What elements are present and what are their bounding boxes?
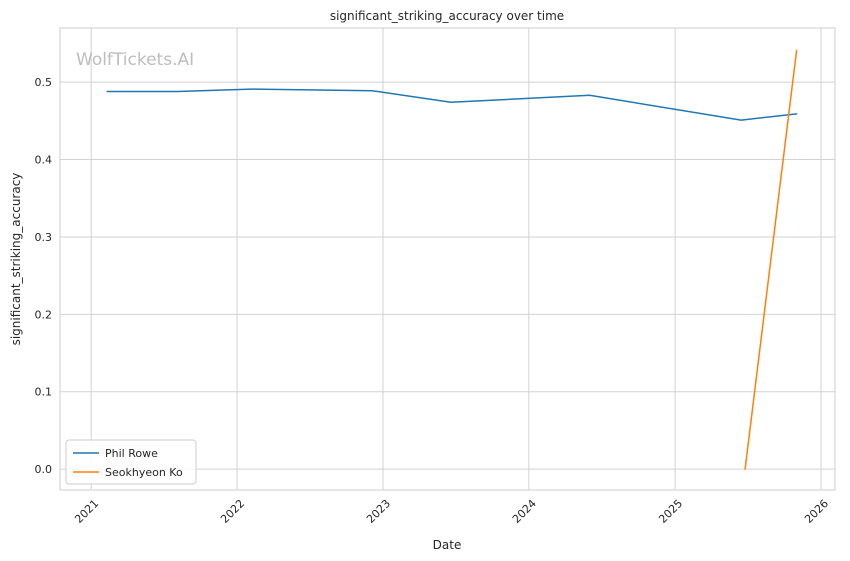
legend-label: Seokhyeon Ko: [105, 466, 183, 479]
plot-frame: [59, 27, 836, 491]
grid: [60, 28, 835, 490]
series-lines: [106, 49, 798, 470]
y-tick-label: 0.5: [35, 76, 53, 89]
series-line-seokhyeon-ko: [744, 49, 798, 470]
y-tick-label: 0.0: [35, 463, 53, 476]
y-tick-label: 0.3: [35, 231, 53, 244]
y-tick-labels: 0.0 0.1 0.2 0.3 0.4 0.5: [35, 76, 53, 476]
legend: Phil Rowe Seokhyeon Ko: [65, 439, 197, 485]
y-axis-title: significant_striking_accuracy: [9, 173, 23, 346]
series-line-phil-rowe: [106, 88, 798, 121]
legend-box: [65, 439, 197, 485]
legend-label: Phil Rowe: [105, 447, 158, 460]
watermark-text: WolfTickets.AI: [76, 50, 194, 70]
y-tick-label: 0.1: [35, 386, 53, 399]
x-axis-title: Date: [433, 538, 462, 552]
y-tick-label: 0.4: [35, 154, 53, 167]
chart-title: significant_striking_accuracy over time: [330, 9, 564, 23]
y-tick-label: 0.2: [35, 308, 53, 321]
